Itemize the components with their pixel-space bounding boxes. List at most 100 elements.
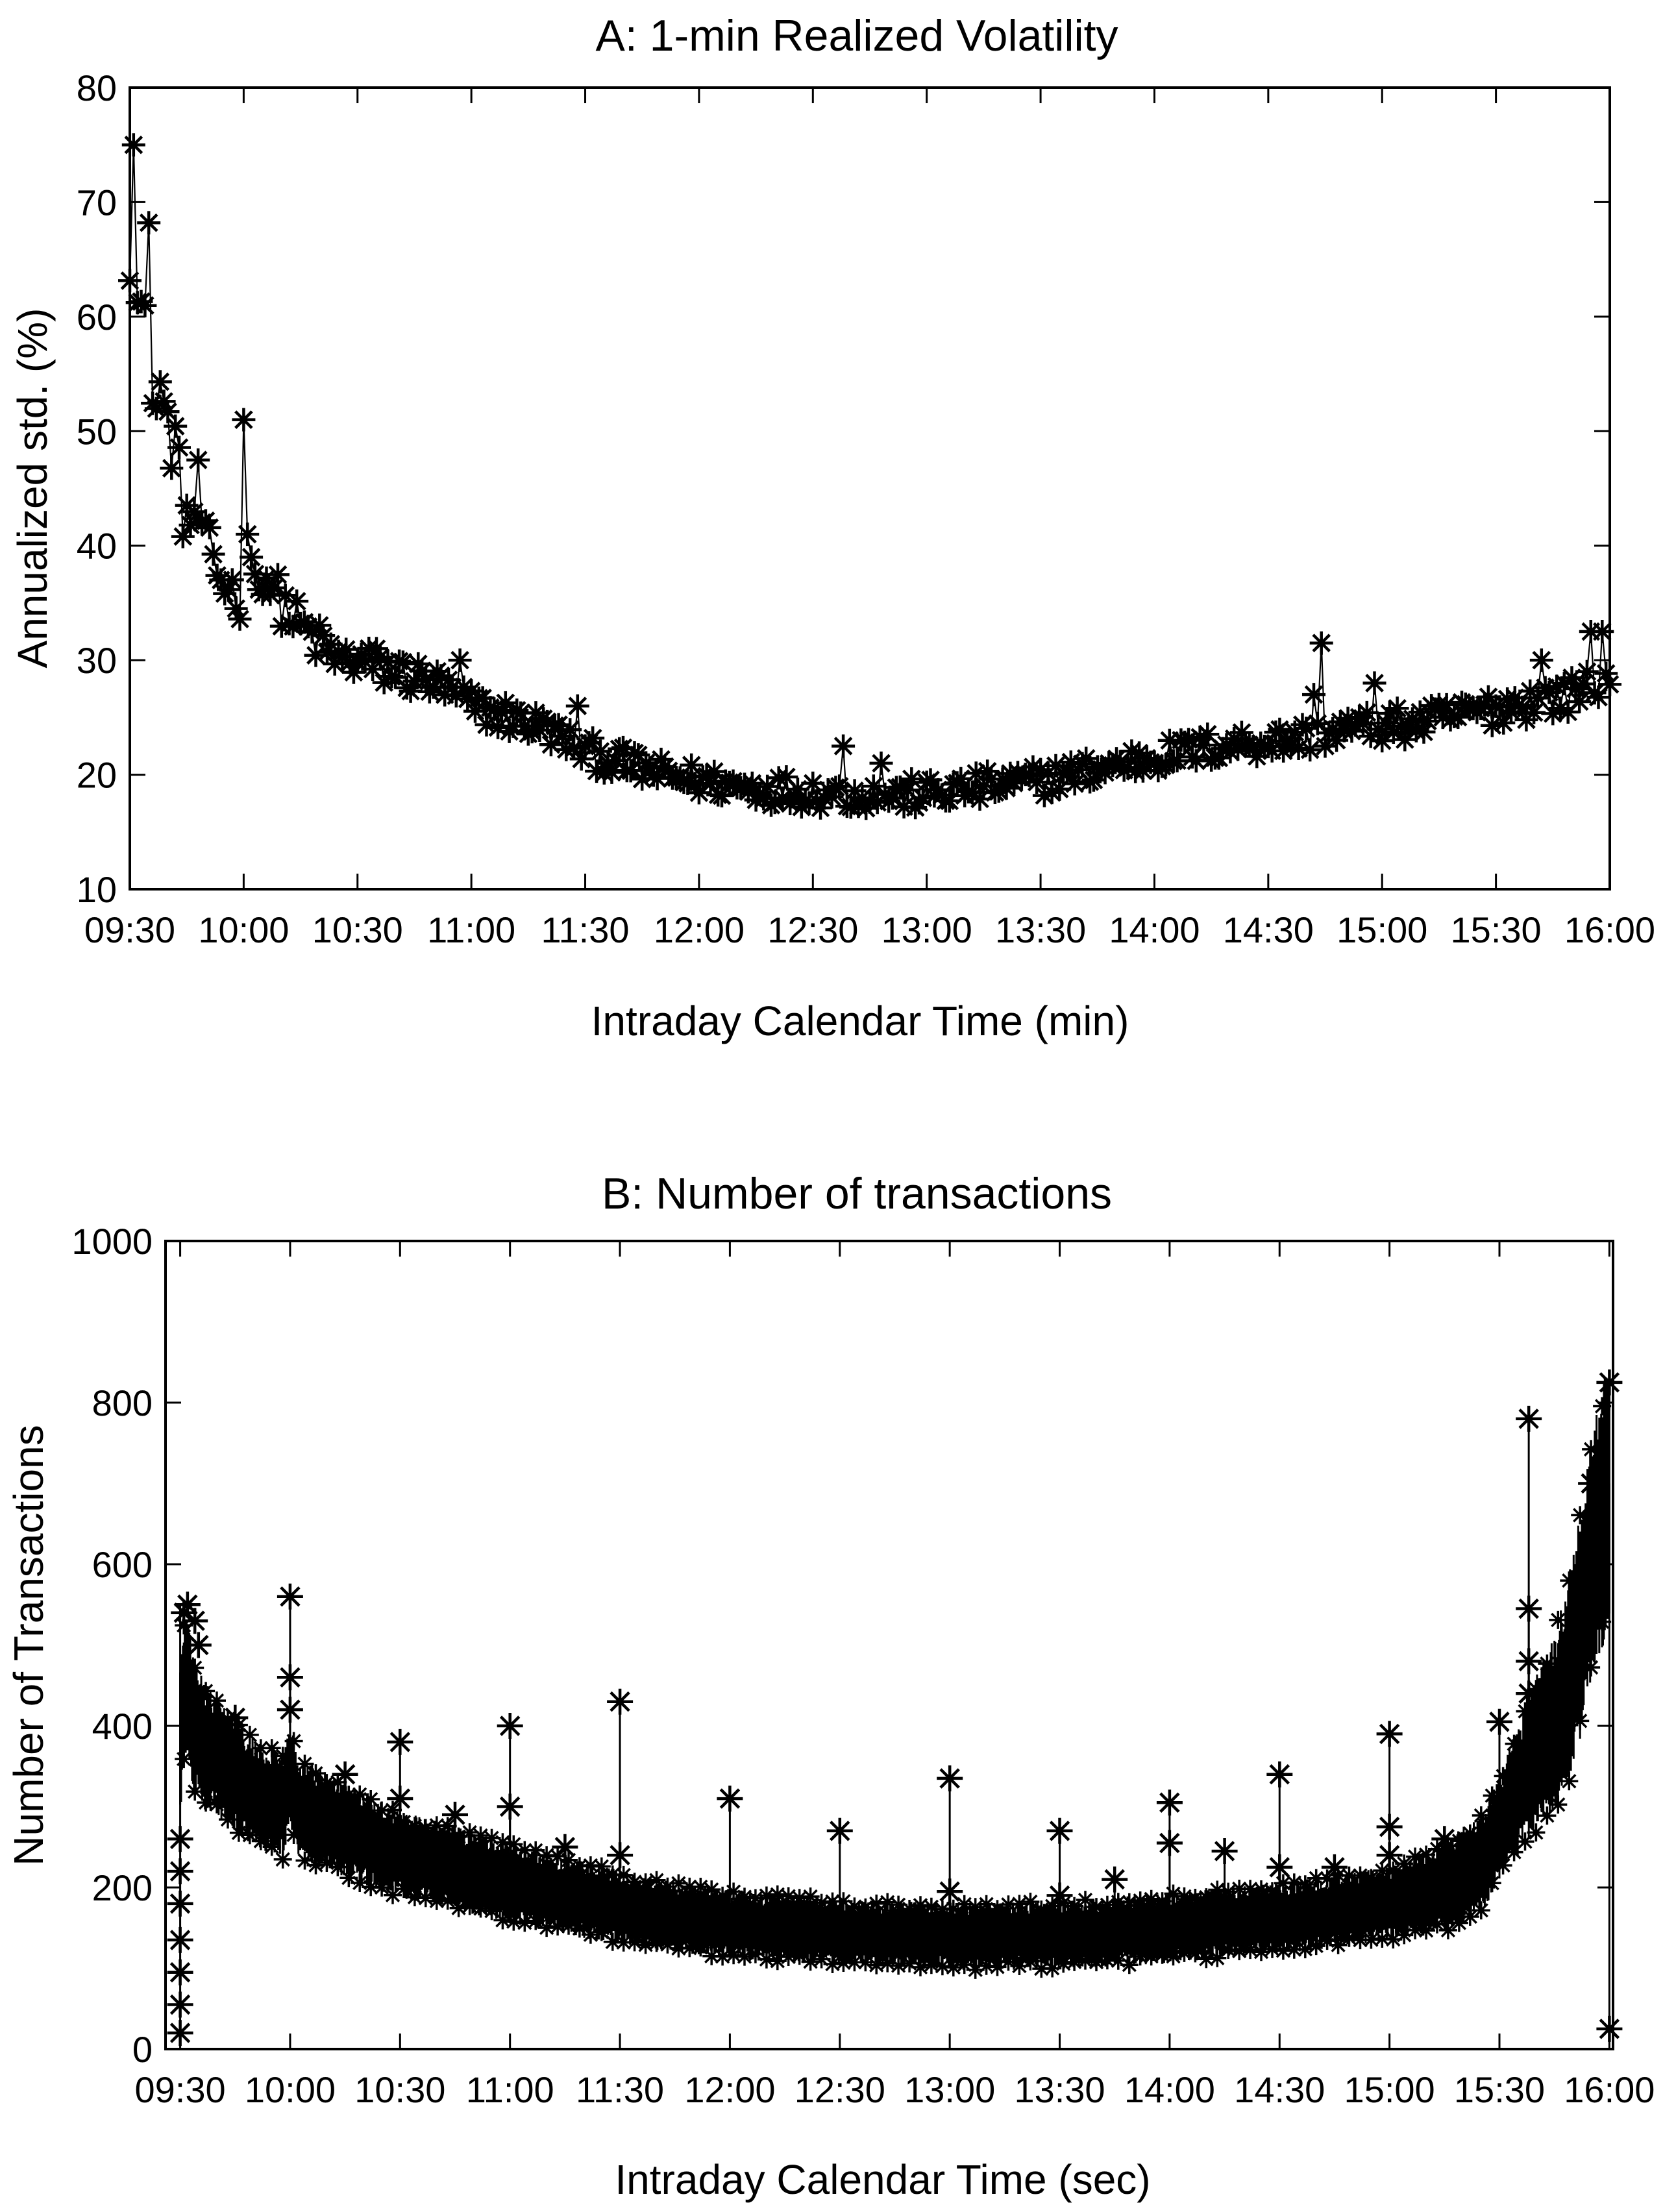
outlier-point [387, 1786, 413, 1812]
data-point [988, 1958, 1007, 1976]
data-point [1351, 711, 1375, 735]
data-point [1593, 1612, 1612, 1631]
data-point [625, 1933, 644, 1952]
data-point [911, 786, 935, 810]
outlier-point [497, 1713, 523, 1739]
data-point [1516, 1702, 1534, 1721]
data-point [1529, 648, 1553, 672]
data-point [603, 1865, 622, 1884]
data-point [558, 718, 582, 742]
y-tick-label: 50 [77, 411, 117, 452]
data-point [399, 679, 423, 703]
data-point [1373, 1862, 1392, 1880]
data-point [1120, 1893, 1139, 1911]
x-tick-label: 11:30 [576, 2069, 664, 2110]
data-point [1374, 711, 1398, 735]
data-point [1545, 674, 1569, 698]
data-point [317, 1774, 336, 1793]
data-point [782, 783, 806, 807]
x-tick-label: 12:00 [684, 2069, 775, 2110]
data-point [1065, 1952, 1084, 1971]
data-point [647, 1934, 666, 1952]
data-point [1527, 1680, 1546, 1699]
data-point [611, 735, 635, 759]
data-point [1370, 729, 1394, 753]
data-point [208, 1691, 226, 1710]
x-tick-label: 13:30 [995, 909, 1086, 950]
data-point [966, 1960, 985, 1979]
data-point [592, 1857, 611, 1876]
data-point [1025, 770, 1049, 794]
data-point [1087, 1898, 1105, 1917]
data-point [482, 1828, 501, 1847]
data-point [438, 1891, 457, 1910]
data-point [452, 675, 476, 699]
data-point [1417, 1845, 1436, 1864]
data-point [873, 782, 897, 806]
data-point [254, 566, 278, 590]
x-tick-label: 14:30 [1223, 909, 1314, 950]
data-point [581, 1925, 600, 1944]
data-point [1219, 1882, 1238, 1901]
x-tick-label: 15:30 [1451, 909, 1542, 950]
data-point [1197, 1950, 1216, 1969]
outlier-point [497, 1793, 523, 1820]
data-point [801, 771, 825, 795]
data-point [402, 669, 426, 693]
data-point [1483, 1874, 1501, 1893]
transactions-band [179, 1377, 1610, 1970]
data-point [266, 563, 290, 587]
data-point [1241, 1941, 1260, 1960]
data-point [361, 657, 385, 681]
data-point [539, 733, 563, 757]
data-point [537, 1846, 556, 1865]
data-point [1406, 1847, 1425, 1866]
data-point [1505, 1734, 1523, 1753]
outlier-point [442, 1801, 468, 1828]
data-point [614, 1865, 633, 1884]
data-point [1480, 713, 1504, 737]
data-point [289, 611, 313, 635]
data-point [1101, 754, 1125, 778]
data-point [968, 787, 992, 811]
data-point [1483, 1786, 1501, 1805]
data-point [801, 1952, 820, 1971]
data-point [1186, 1944, 1205, 1963]
data-point [790, 1889, 809, 1908]
data-point [384, 1886, 402, 1904]
data-point [614, 1933, 633, 1952]
data-point [1164, 1947, 1183, 1966]
data-point [1412, 720, 1436, 744]
data-point [1032, 783, 1056, 807]
data-point [1460, 1908, 1479, 1926]
data-point [1492, 711, 1516, 735]
data-point [1076, 1951, 1094, 1970]
data-point [1021, 1952, 1040, 1971]
data-point [362, 1878, 380, 1897]
data-point [1245, 744, 1269, 768]
outlier-point [1516, 1595, 1542, 1622]
outlier-point [1486, 1708, 1512, 1735]
outlier-point [167, 1858, 193, 1885]
data-point [1184, 749, 1208, 773]
data-point [160, 456, 184, 480]
data-point [416, 1889, 435, 1908]
outlier-point [1266, 1761, 1293, 1788]
data-point [197, 1793, 216, 1812]
x-tick-label: 11:00 [466, 2069, 554, 2110]
data-point [845, 1897, 864, 1916]
panel-a-xlabel: Intraday Calendar Time (min) [591, 998, 1129, 1044]
data-point [1142, 1889, 1161, 1908]
data-point [757, 1950, 776, 1969]
x-tick-label: 15:00 [1344, 2069, 1435, 2110]
data-point [1296, 1940, 1314, 1959]
panel-b-xlabel: Intraday Calendar Time (sec) [615, 2156, 1150, 2203]
data-point [976, 759, 1000, 783]
outlier-point [1102, 1866, 1128, 1893]
data-point [977, 1956, 996, 1975]
data-point [878, 1954, 897, 1972]
data-point [1494, 1767, 1512, 1786]
data-point [351, 1785, 369, 1804]
x-tick-label: 13:30 [1014, 2069, 1105, 2110]
data-point [1593, 1397, 1612, 1416]
